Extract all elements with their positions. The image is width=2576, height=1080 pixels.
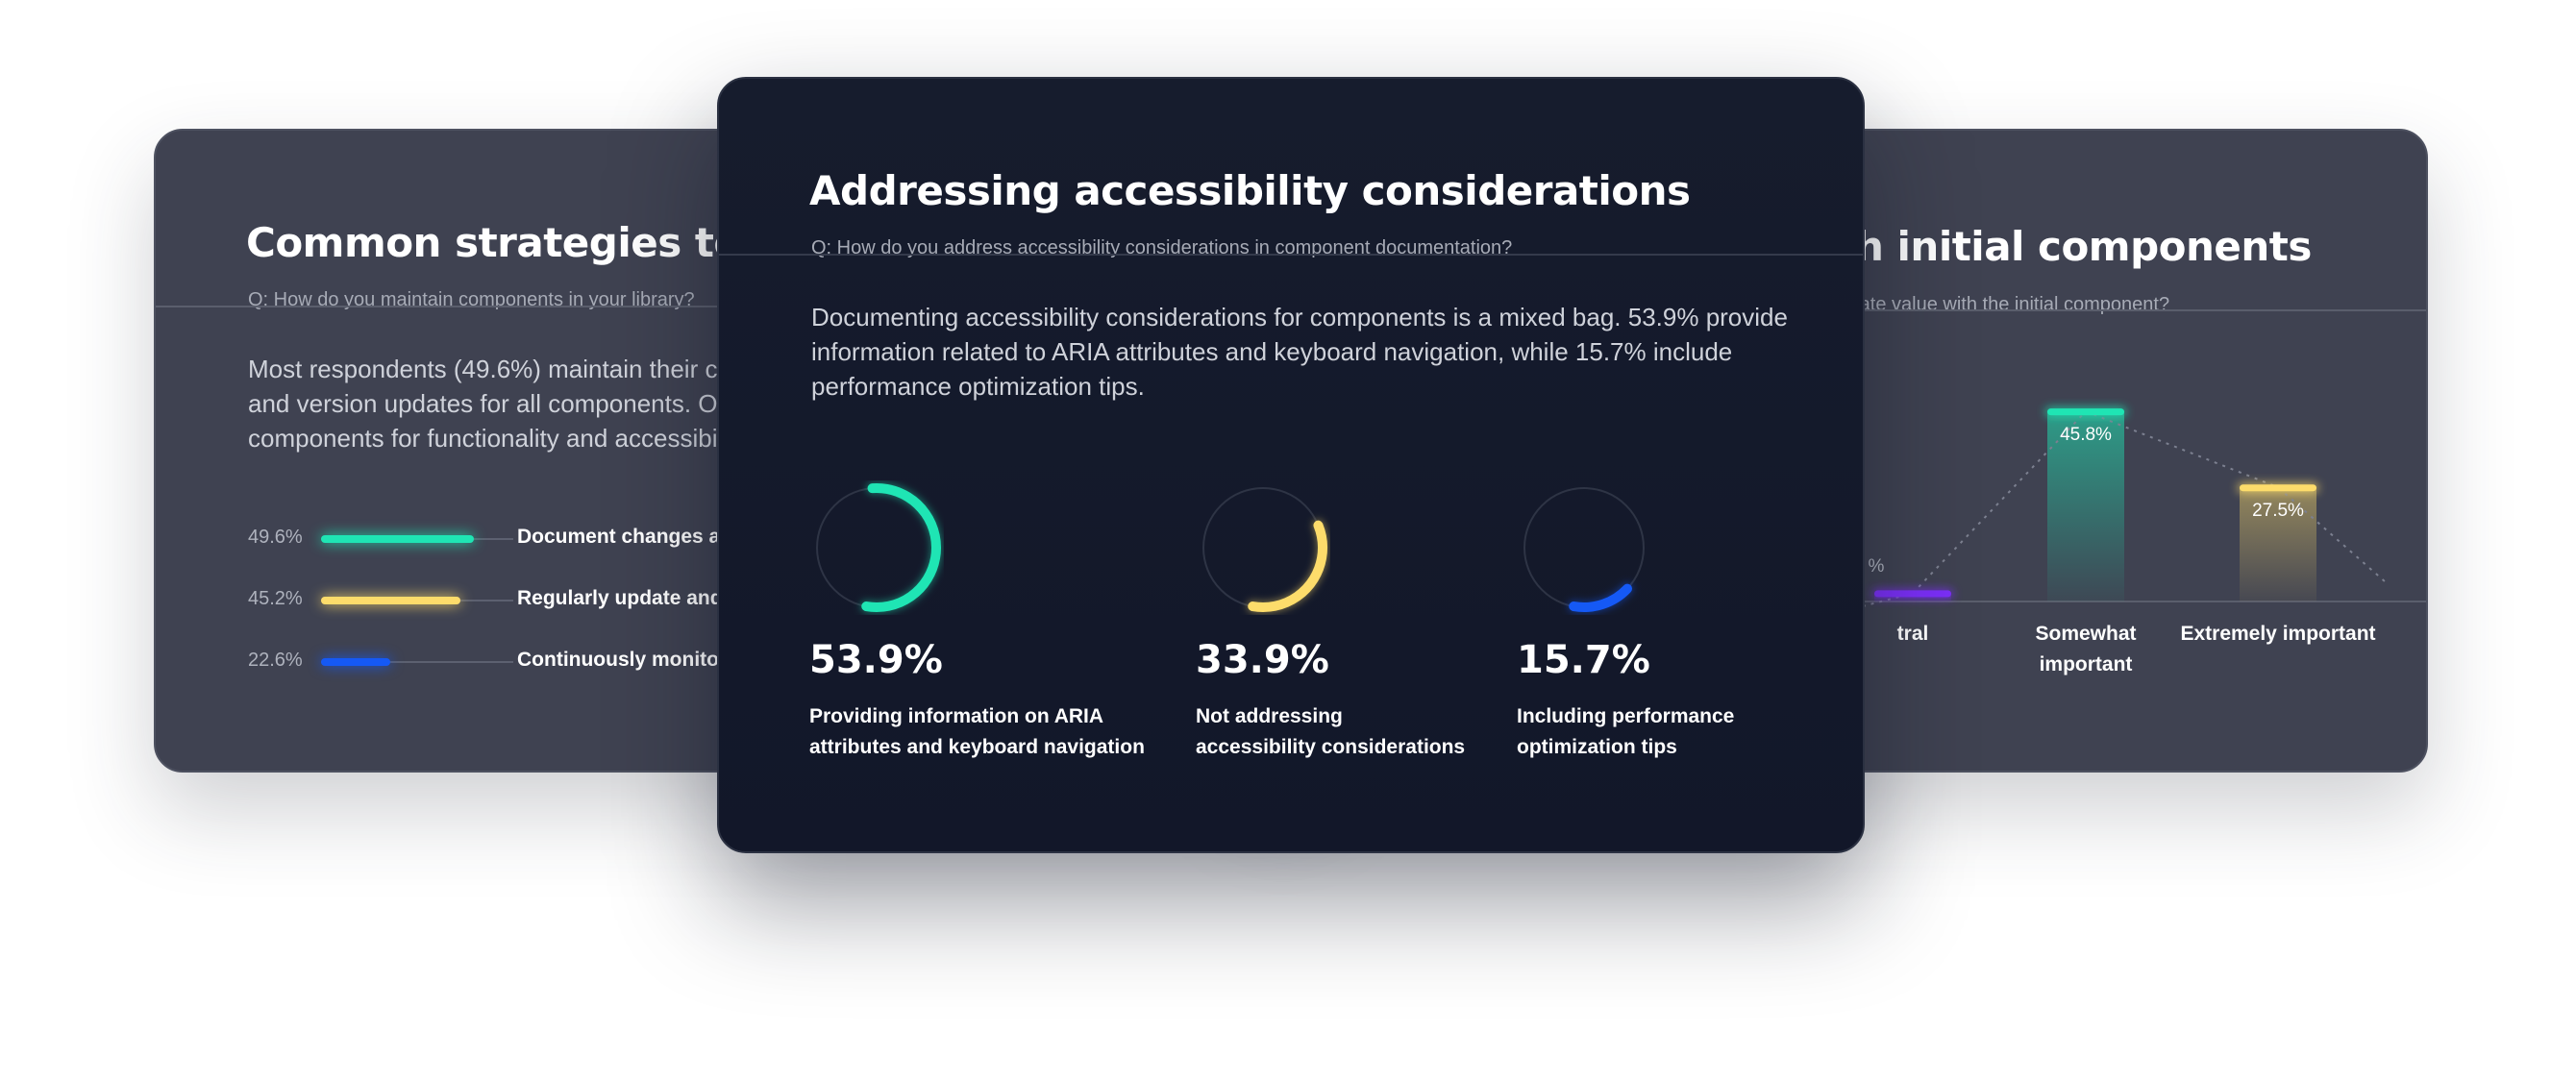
ring-glow: [811, 482, 942, 613]
stat-value: 33.9%: [1196, 638, 1329, 682]
stat-value: 53.9%: [809, 638, 943, 682]
bar-value-label: 45.2%: [248, 588, 303, 609]
column-category-label: tral: [1807, 619, 2019, 650]
stat-label: Not addressing accessibility consideratio…: [1196, 701, 1561, 763]
column-cap: [2047, 408, 2124, 416]
column-category-label-line: tral: [1896, 623, 1929, 645]
value-column-chart: [1232, 407, 2426, 631]
strategy-bar-row: 45.2% Regularly update and: [248, 586, 1305, 615]
column-cap: [1874, 590, 1951, 598]
column-bar: [2240, 487, 2316, 601]
stat-label-line: Providing information on ARIA: [809, 705, 1104, 727]
header-divider: [719, 254, 1863, 256]
ring-value-arc: [1199, 483, 1327, 612]
card-question: Q: How do you maintain components in you…: [248, 289, 695, 310]
column-category-label-line: important: [2039, 653, 2133, 675]
strategy-bar-row: 22.6% Continuously monitor: [248, 648, 1305, 676]
summary-line: Most respondents (49.6%) maintain their …: [248, 355, 731, 383]
summary-line: and version updates for all components. …: [248, 389, 725, 418]
column-category-label-line: Extremely important: [2180, 623, 2376, 645]
card-title: h initial components: [1855, 223, 2312, 270]
bar-fill: [321, 597, 460, 604]
accessibility-considerations-card: Addressing accessibility considerations …: [717, 77, 1865, 853]
bar-fill: [321, 658, 391, 666]
card-summary: Documenting accessibility considerations…: [811, 300, 1792, 404]
stat-label-line: attributes and keyboard navigation: [809, 736, 1145, 758]
bar-category-label: Regularly update and: [517, 587, 723, 609]
stat-label-line: Including performance: [1517, 705, 1735, 727]
bar-track: [321, 535, 513, 543]
strategy-bar-row: 49.6% Document changes a: [248, 525, 1305, 553]
ring-value-arc: [1520, 483, 1648, 612]
column-category-label-line: Somewhat: [2035, 623, 2137, 645]
summary-line: performance optimization tips.: [811, 372, 1145, 401]
ring-chart: [1198, 482, 1328, 613]
bar-track: [321, 658, 513, 666]
card-summary: Most respondents (49.6%) maintain their …: [248, 352, 1305, 455]
summary-line: information related to ARIA attributes a…: [811, 337, 1733, 366]
stat-label: Providing information on ARIA attributes …: [809, 701, 1175, 763]
column-value-label: 45.8%: [2060, 425, 2112, 446]
bar-track: [321, 597, 513, 604]
bar-fill: [321, 535, 474, 543]
stat-value: 15.7%: [1517, 638, 1650, 682]
ring-glow: [1519, 482, 1649, 613]
column-cap: [2240, 484, 2316, 492]
bar-category-label: Document changes a: [517, 526, 721, 548]
summary-line: Documenting accessibility considerations…: [811, 303, 1788, 331]
stat-label-line: Not addressing: [1196, 705, 1343, 727]
card-question: Q: How do you address accessibility cons…: [811, 237, 1513, 258]
bar-value-label: 49.6%: [248, 527, 303, 548]
column-category-label: Extremely important: [2172, 619, 2384, 650]
column-value-label: %: [1868, 556, 1885, 577]
summary-line: components for functionality and accessi…: [248, 424, 718, 453]
card-title: Addressing accessibility considerations: [809, 167, 1691, 214]
stat-label-line: accessibility considerations: [1196, 736, 1466, 758]
bar-category-label: Continuously monitor: [517, 649, 728, 671]
column-category-label: Somewhat important: [1980, 619, 2192, 680]
ring-glow: [1198, 482, 1328, 613]
column-value-label: 27.5%: [2252, 501, 2304, 522]
ring-value-arc: [812, 483, 941, 612]
column-bar: [2047, 411, 2124, 601]
stat-label: Including performance optimization tips: [1517, 701, 1863, 763]
ring-chart: [1519, 482, 1649, 613]
ring-chart: [811, 482, 942, 613]
card-title: Common strategies to m: [246, 219, 797, 266]
stat-label-line: optimization tips: [1517, 736, 1677, 758]
bar-value-label: 22.6%: [248, 650, 303, 671]
